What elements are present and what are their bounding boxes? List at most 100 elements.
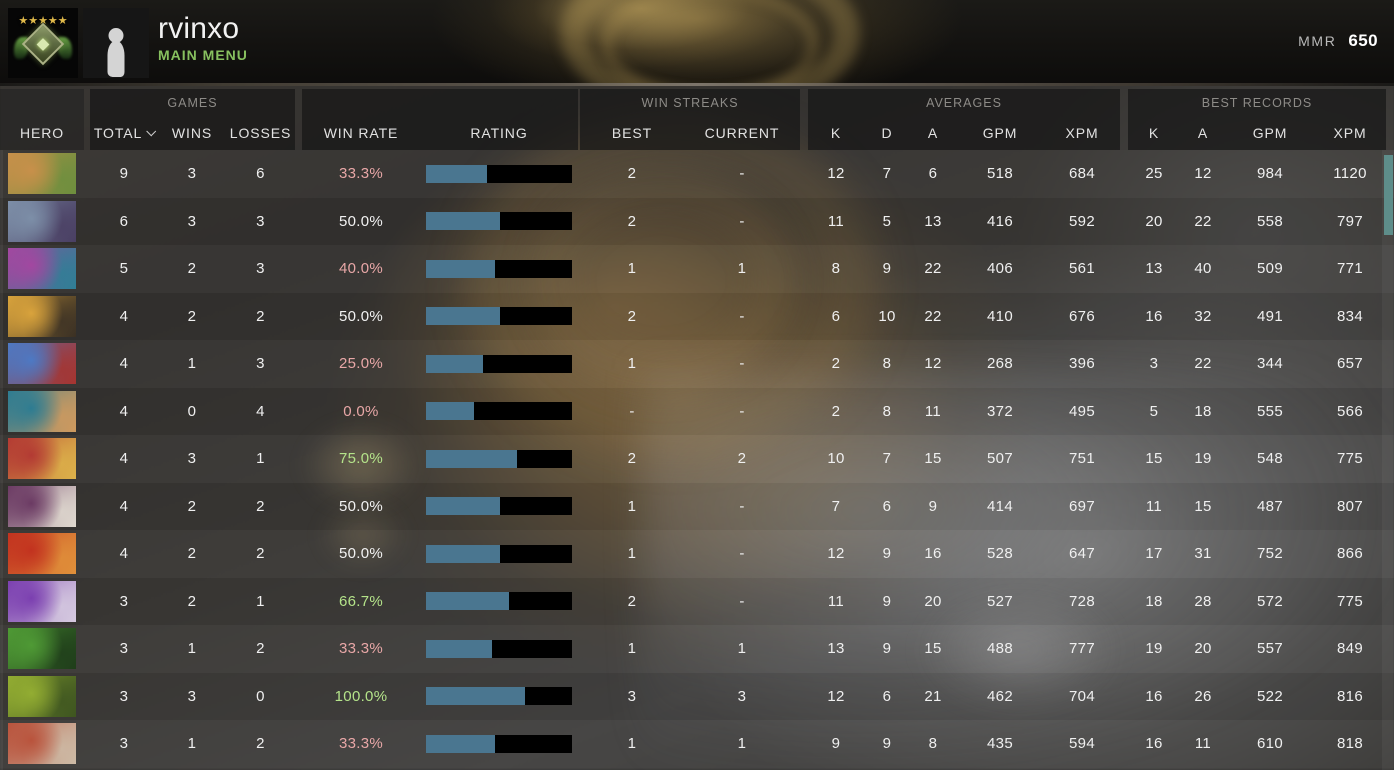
table-row[interactable]: 4 0 4 0.0% - - 2 8 11 372 495 5 18 555 566 — [0, 387, 1394, 435]
cell-streak-best: 1 — [627, 545, 637, 563]
table-row[interactable]: 4 2 2 50.0% 2-6 10 22 410 676 16 32 491 834 — [0, 292, 1394, 340]
table-row[interactable]: 4 3 1 75.0% 2 2 10 7 15 507 751 15 19 548 775 — [0, 435, 1394, 483]
cell-losses: 6 — [256, 165, 265, 183]
cell-avg-xpm: 728 — [1069, 592, 1095, 610]
cell-losses: 4 — [256, 402, 265, 420]
column-header-hero[interactable]: HERO — [0, 125, 84, 141]
column-header-wins[interactable]: WINS — [158, 125, 226, 141]
hero-portrait-dark-willow[interactable] — [8, 248, 76, 289]
hero-portrait-bounty-hunter[interactable] — [8, 295, 76, 337]
cell-win-rate: 50.0% — [338, 212, 384, 230]
cell-total: 3 — [119, 687, 129, 705]
cell-record-k: 3 — [1149, 355, 1159, 373]
cell-avg-k: 7 — [831, 497, 841, 515]
hero-portrait-legion-commander[interactable] — [8, 438, 76, 479]
cell-avg-xpm: 495 — [1069, 402, 1095, 420]
cell-win-rate: 50.0% — [338, 497, 384, 515]
cell-wins: 1 — [187, 735, 197, 753]
table-row[interactable]: 4 2 2 50.0% 1 - 12 9 16 528 647 17 31 752 866 — [0, 530, 1394, 578]
table-row[interactable]: 5 2 3 40.0% 1 1 8 9 22 406 561 13 40 509 771 — [0, 245, 1394, 293]
hero-portrait-drow-ranger[interactable] — [8, 390, 76, 432]
rating-bar — [426, 354, 572, 373]
cell-losses: 2 — [256, 640, 265, 658]
table-row[interactable]: 3 1 2 33.3% 1 1 13 9 15 488 777 19 20 557 849 — [0, 625, 1394, 673]
column-header-avg-gpm[interactable]: GPM — [956, 125, 1044, 141]
table-row[interactable]: 3 3 0 100.0% 3 3 12 6 21 462 704 16 26 522 816 — [0, 672, 1394, 720]
cell-avg-d: 9 — [882, 545, 892, 563]
column-header-current[interactable]: CURRENT — [684, 125, 800, 141]
cell-record-gpm: 344 — [1257, 355, 1283, 373]
table-row[interactable]: 6 3 3 50.0% 2 - 11 5 13 416 592 20 22 558 797 — [0, 197, 1394, 245]
cell-total: 4 — [119, 307, 129, 325]
player-info: rvinxo MAIN MENU — [158, 12, 248, 63]
rating-bar — [426, 639, 572, 658]
column-header-avg-xpm[interactable]: XPM — [1044, 125, 1120, 141]
cell-losses: 2 — [256, 735, 265, 753]
column-header-rec-a[interactable]: A — [1180, 125, 1226, 141]
table-row[interactable]: 4 1 3 25.0% 1 - 2 8 12 268 396 3 22 344 657 — [0, 340, 1394, 388]
column-header-label: K — [1148, 125, 1160, 141]
column-header-winrate[interactable]: WIN RATE — [302, 125, 420, 141]
column-header-rec-xpm[interactable]: XPM — [1314, 125, 1386, 141]
column-header-label: TOTAL — [93, 125, 143, 141]
hero-portrait-invoker[interactable] — [8, 485, 76, 527]
column-header-total[interactable]: TOTAL — [90, 125, 158, 141]
hero-portrait-void-spirit[interactable] — [8, 580, 76, 622]
main-menu-label[interactable]: MAIN MENU — [158, 46, 248, 63]
column-header-label: BEST — [611, 125, 653, 141]
header-group-win-streaks: WIN STREAKS BEST CURRENT — [580, 89, 800, 150]
scrollbar-thumb[interactable] — [1384, 155, 1393, 235]
cell-losses: 2 — [256, 307, 265, 325]
hero-portrait-ogre-magi[interactable] — [8, 343, 76, 384]
cell-win-rate: 33.3% — [338, 735, 384, 753]
rating-bar-fill — [426, 307, 501, 326]
hero-portrait-monkey-king[interactable] — [8, 153, 76, 194]
column-header-rec-gpm[interactable]: GPM — [1226, 125, 1314, 141]
column-header-avg-a[interactable]: A — [910, 125, 956, 141]
table-row[interactable]: 3 1 2 33.3% 1 1 9 9 8 435 594 16 11 610 818 — [0, 720, 1394, 768]
column-header-avg-d[interactable]: D — [864, 125, 910, 141]
hero-portrait-venomancer[interactable] — [8, 628, 76, 669]
cell-avg-a: 15 — [924, 450, 942, 468]
hero-portrait-ember-spirit[interactable] — [8, 533, 76, 574]
column-header-rec-k[interactable]: K — [1128, 125, 1180, 141]
column-header-losses[interactable]: LOSSES — [226, 125, 295, 141]
cell-win-rate: 25.0% — [338, 355, 384, 373]
hero-stats-table[interactable]: 9 3 6 33.3% 2-12 7 6 518 684 25 12 984 1120 6 3 3 50.0% 2… — [0, 150, 1394, 770]
cell-streak-best: 1 — [627, 640, 637, 658]
cell-record-gpm: 491 — [1257, 307, 1283, 325]
rating-bar-fill — [426, 164, 488, 183]
hero-portrait-image — [8, 533, 76, 574]
cell-streak-current: 1 — [737, 640, 747, 658]
column-header-avg-k[interactable]: K — [808, 125, 864, 141]
table-row[interactable]: 9 3 6 33.3% 2 - 12 7 6 518 684 25 12 984 1120 — [0, 150, 1394, 198]
cell-record-xpm: 816 — [1337, 687, 1363, 705]
cell-avg-gpm: 528 — [987, 545, 1013, 563]
cell-avg-k: 10 — [827, 450, 845, 468]
cell-record-xpm: 775 — [1337, 592, 1363, 610]
cell-streak-best: 2 — [627, 450, 637, 468]
column-header-label: RATING — [470, 125, 528, 141]
cell-streak-best: 2 — [627, 307, 637, 325]
rating-bar-fill — [426, 592, 510, 611]
cell-avg-a: 11 — [924, 402, 942, 420]
rank-stars-icon: ★★★★★ — [18, 15, 68, 27]
scrollbar[interactable] — [1382, 150, 1394, 770]
hero-portrait-tinker[interactable] — [8, 200, 76, 242]
avatar[interactable] — [83, 8, 149, 78]
cell-record-gpm: 984 — [1257, 165, 1283, 183]
rank-medal-icon[interactable]: ★★★★★ — [8, 8, 78, 78]
cell-record-k: 25 — [1145, 165, 1163, 183]
hero-portrait-image — [8, 153, 76, 194]
table-row[interactable]: 4 2 2 50.0% 1 - 7 6 9 414 697 11 15 487 807 — [0, 482, 1394, 530]
hero-portrait-pudge[interactable] — [8, 723, 76, 764]
cell-avg-a: 6 — [928, 165, 938, 183]
background-glow — [318, 500, 408, 570]
column-header-best[interactable]: BEST — [580, 125, 684, 141]
hero-portrait-sand-king[interactable] — [8, 675, 76, 717]
table-row[interactable]: 3 2 1 66.7% 2 - 11 9 20 527 728 18 28 572 775 — [0, 577, 1394, 625]
cell-wins: 3 — [187, 212, 197, 230]
column-header-rating[interactable]: RATING — [420, 125, 578, 141]
cell-record-a: 20 — [1194, 640, 1212, 658]
